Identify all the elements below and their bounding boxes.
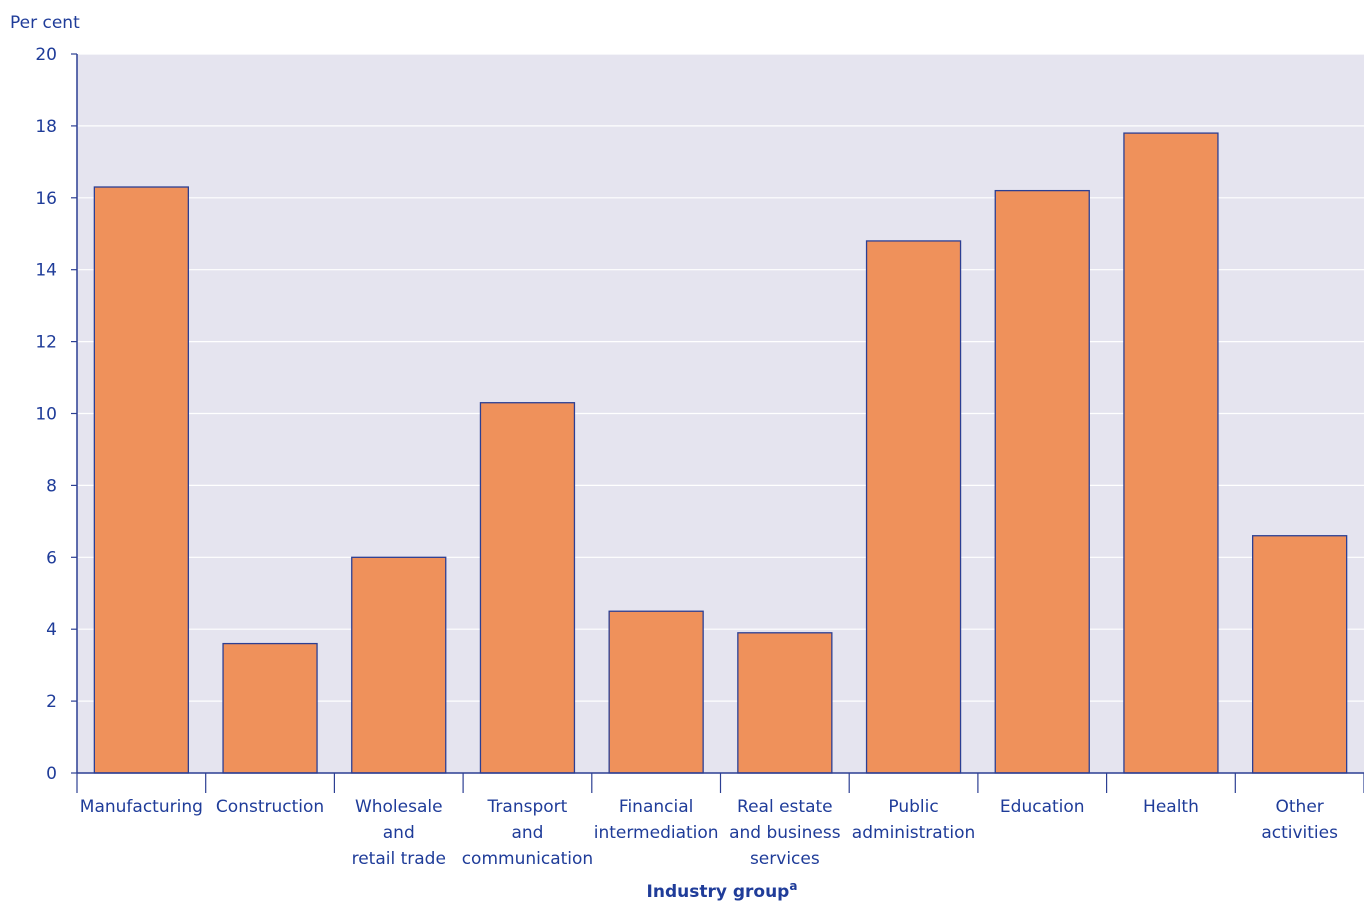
y-tick-label: 12 xyxy=(35,333,57,353)
y-tick-label: 0 xyxy=(46,764,57,784)
bars xyxy=(93,132,1348,774)
x-category-label: Other activities xyxy=(1261,797,1338,843)
x-category-label-line: services xyxy=(750,849,820,869)
x-category-label-line: Financial xyxy=(619,797,693,817)
x-category-label-line: Wholesale xyxy=(355,797,443,817)
x-category-label-line: activities xyxy=(1261,823,1338,843)
bar xyxy=(351,556,447,774)
bar xyxy=(608,610,704,774)
bar xyxy=(994,189,1090,774)
x-category-label: Financial intermediation xyxy=(594,797,719,843)
x-category-label-line: communication xyxy=(462,849,593,869)
x-category-label: Wholesale and retail trade xyxy=(352,797,446,869)
x-axis-title-text: Industry group xyxy=(647,882,790,902)
x-category-label: Manufacturing xyxy=(80,797,203,817)
bar xyxy=(865,240,962,774)
x-category-label-line: retail trade xyxy=(352,849,446,869)
x-category-label: Health xyxy=(1143,797,1199,817)
x-category-label-line: intermediation xyxy=(594,823,719,843)
bar xyxy=(93,186,189,774)
x-category-labels: Manufacturing Construction Wholesale and ret… xyxy=(80,797,1338,869)
x-category-label-line: administration xyxy=(852,823,975,843)
x-category-label-line: and business xyxy=(729,823,841,843)
y-tick-label: 18 xyxy=(35,117,57,137)
x-axis-title-superscript: a xyxy=(789,879,797,893)
y-tick-label: 10 xyxy=(35,405,57,425)
x-category-label-line: and xyxy=(511,823,543,843)
x-category-label-line: Other xyxy=(1276,797,1324,817)
x-category-label: Education xyxy=(1000,797,1085,817)
axes xyxy=(71,53,1364,793)
x-category-label-line: Construction xyxy=(216,797,324,817)
y-axis-title: Per cent xyxy=(10,13,80,33)
y-tick-label: 16 xyxy=(35,189,57,209)
y-tick-label: 6 xyxy=(46,548,57,568)
y-tick-label: 4 xyxy=(46,620,57,640)
y-tick-label: 8 xyxy=(46,476,57,496)
y-tick-label: 2 xyxy=(46,692,57,712)
bar xyxy=(1252,535,1348,774)
x-category-label-line: Public xyxy=(888,797,938,817)
y-tick-label: 20 xyxy=(35,45,57,65)
bar xyxy=(222,642,318,774)
x-category-label-line: and xyxy=(383,823,415,843)
x-category-label-line: Transport xyxy=(487,797,568,817)
x-category-label: Real estate and business services xyxy=(729,797,841,869)
x-axis-title: Industry groupa xyxy=(647,879,798,902)
bar xyxy=(479,402,576,774)
x-category-label-line: Education xyxy=(1000,797,1085,817)
y-tick-labels: 0 2 4 6 8 10 12 14 16 18 20 xyxy=(35,45,57,784)
x-category-label: Construction xyxy=(216,797,324,817)
x-category-label-line: Manufacturing xyxy=(80,797,203,817)
x-category-label: Transport and communication xyxy=(462,797,593,869)
x-category-label-line: Real estate xyxy=(737,797,833,817)
x-category-label-line: Health xyxy=(1143,797,1199,817)
bar xyxy=(1123,132,1219,774)
bar xyxy=(737,632,833,774)
y-tick-label: 14 xyxy=(35,261,57,281)
x-category-label: Public administration xyxy=(852,797,975,843)
